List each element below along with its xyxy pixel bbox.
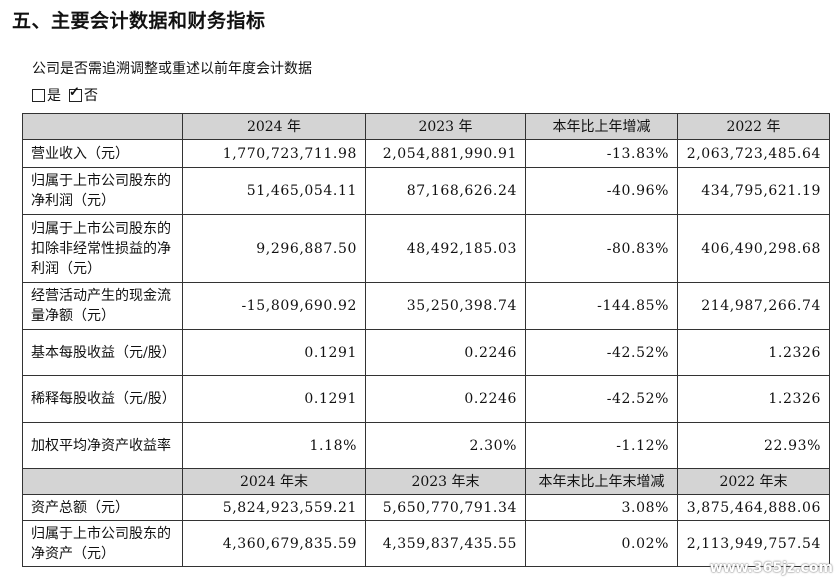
cell-2024: -15,809,690.92 [182,282,366,330]
cell-2024: 4,360,679,835.59 [182,520,366,567]
cell-2022: 3,875,464,888.06 [677,494,830,521]
cell-2022: 1.2326 [677,375,830,423]
unchecked-box-icon[interactable] [32,88,45,102]
cell-2023: 4,359,837,435.55 [365,520,526,567]
table-row: 稀释每股收益（元/股） 0.1291 0.2246 -42.52% 1.2326 [22,375,830,423]
cell-2023: 2.30% [365,422,526,469]
cell-2022: 2,113,949,757.54 [677,520,830,567]
header-cell-blank [22,468,183,495]
row-label: 营业收入（元） [22,139,183,168]
cell-2023: 87,168,626.24 [365,167,526,215]
header-cell-2024: 2024 年 [182,113,366,140]
header-cell-2022: 2022 年 [677,113,830,140]
cell-2023: 0.2246 [365,375,526,423]
cell-2022: 434,795,621.19 [677,167,830,215]
header-cell-2022-end: 2022 年末 [677,468,830,495]
table-row: 营业收入（元） 1,770,723,711.98 2,054,881,990.9… [22,139,830,168]
cell-change: -1.12% [525,422,678,469]
row-label: 归属于上市公司股东的净资产（元） [22,520,183,567]
choice-yes-label: 是 [47,88,61,104]
row-label: 归属于上市公司股东的扣除非经常性损益的净利润（元） [22,214,183,283]
cell-2024: 0.1291 [182,329,366,376]
checked-box-icon[interactable] [69,85,82,102]
header-cell-2023: 2023 年 [365,113,526,140]
row-label: 归属于上市公司股东的净利润（元） [22,167,183,215]
table-header-row: 2024 年 2023 年 本年比上年增减 2022 年 [22,113,830,140]
cell-change: -80.83% [525,214,678,283]
cell-change: -13.83% [525,139,678,168]
site-watermark: www.365jz.com [709,560,833,576]
cell-2022: 2,063,723,485.64 [677,139,830,168]
table-row: 归属于上市公司股东的净资产（元） 4,360,679,835.59 4,359,… [22,520,830,567]
choice-no[interactable]: 否 [69,85,98,105]
table-row: 归属于上市公司股东的净利润（元） 51,465,054.11 87,168,62… [22,167,830,215]
cell-2022: 214,987,266.74 [677,282,830,330]
cell-2024: 51,465,054.11 [182,167,366,215]
cell-2024: 9,296,887.50 [182,214,366,283]
header-cell-change: 本年比上年增减 [525,113,678,140]
section-title: 五、主要会计数据和财务指标 [12,10,266,32]
header-cell-2024-end: 2024 年末 [182,468,366,495]
row-label: 稀释每股收益（元/股） [22,375,183,423]
cell-2024: 5,824,923,559.21 [182,494,366,521]
choice-no-label: 否 [84,88,98,104]
header-cell-blank [22,113,183,140]
restatement-choices: 是 否 [32,85,104,105]
cell-change: 0.02% [525,520,678,567]
cell-2022: 22.93% [677,422,830,469]
table-row: 加权平均净资产收益率 1.18% 2.30% -1.12% 22.93% [22,422,830,469]
cell-change: 3.08% [525,494,678,521]
cell-2024: 1,770,723,711.98 [182,139,366,168]
table-header-row: 2024 年末 2023 年末 本年末比上年末增减 2022 年末 [22,468,830,495]
cell-2023: 2,054,881,990.91 [365,139,526,168]
cell-change: -40.96% [525,167,678,215]
cell-2022: 406,490,298.68 [677,214,830,283]
header-cell-change-end: 本年末比上年末增减 [525,468,678,495]
table-row: 归属于上市公司股东的扣除非经常性损益的净利润（元） 9,296,887.50 4… [22,214,830,283]
header-cell-2023-end: 2023 年末 [365,468,526,495]
choice-yes[interactable]: 是 [32,85,61,105]
table-row: 资产总额（元） 5,824,923,559.21 5,650,770,791.3… [22,494,830,521]
restatement-question: 公司是否需追溯调整或重述以前年度会计数据 [32,61,312,77]
row-label: 基本每股收益（元/股） [22,329,183,376]
row-label: 经营活动产生的现金流量净额（元） [22,282,183,330]
table-row: 基本每股收益（元/股） 0.1291 0.2246 -42.52% 1.2326 [22,329,830,376]
cell-2023: 35,250,398.74 [365,282,526,330]
cell-2023: 0.2246 [365,329,526,376]
row-label: 资产总额（元） [22,494,183,521]
table-row: 经营活动产生的现金流量净额（元） -15,809,690.92 35,250,3… [22,282,830,330]
financial-data-table: 2024 年 2023 年 本年比上年增减 2022 年 营业收入（元） 1,7… [22,113,830,567]
cell-2022: 1.2326 [677,329,830,376]
cell-change: -144.85% [525,282,678,330]
row-label: 加权平均净资产收益率 [22,422,183,469]
cell-2024: 1.18% [182,422,366,469]
cell-change: -42.52% [525,375,678,423]
cell-2023: 5,650,770,791.34 [365,494,526,521]
cell-2023: 48,492,185.03 [365,214,526,283]
cell-change: -42.52% [525,329,678,376]
cell-2024: 0.1291 [182,375,366,423]
